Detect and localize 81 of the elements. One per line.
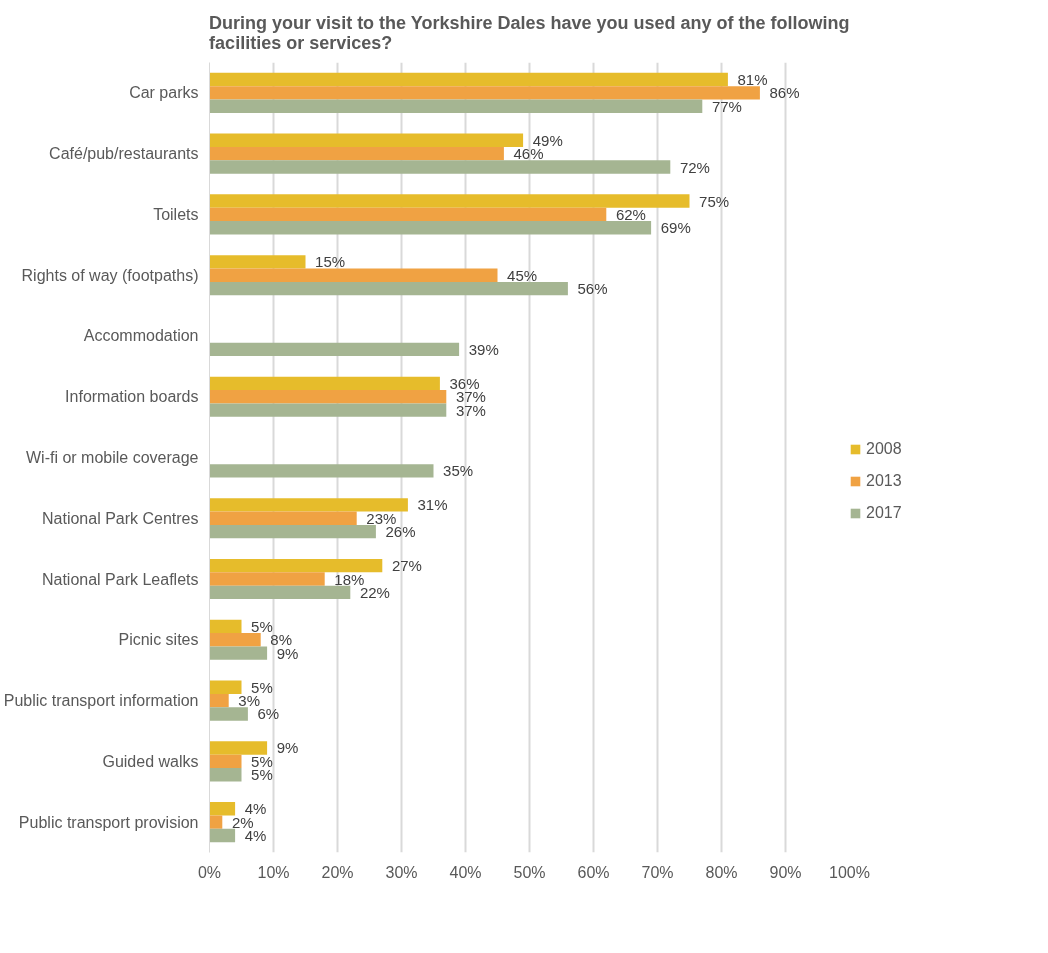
x-tick-label: 90% [769, 863, 802, 881]
bar [209, 707, 248, 721]
x-tick-label: 30% [385, 863, 418, 881]
y-tick-label: Wi-fi or mobile coverage [26, 449, 199, 466]
data-label: 9% [276, 739, 299, 757]
chart-title: During your visit to the Yorkshire Dales have you used any of the following facilities or services? [209, 12, 850, 53]
bar [209, 376, 440, 391]
data-label: 69% [660, 219, 691, 237]
bar [209, 524, 376, 539]
bar [209, 498, 408, 512]
bar [209, 572, 325, 586]
y-tick-label: Car parks [129, 84, 199, 102]
data-label: 31% [417, 496, 448, 514]
bar [209, 99, 703, 113]
bar [209, 255, 306, 269]
y-tick-label: National Park Leaflets [41, 570, 199, 588]
data-label: 18% [334, 570, 365, 588]
data-label: 5% [251, 617, 273, 635]
bar [209, 633, 261, 647]
bar [209, 768, 242, 782]
y-tick-label: Toilets [153, 205, 199, 223]
bar [209, 390, 447, 404]
data-label: 15% [315, 253, 346, 271]
legend-label: 2008 [866, 440, 902, 458]
bar [209, 403, 447, 417]
y-tick-label: Public transport provision [18, 813, 199, 831]
bar [209, 207, 607, 222]
x-tick-label: 10% [257, 863, 290, 881]
data-label: 81% [737, 71, 768, 89]
bar [209, 741, 268, 755]
bar [209, 281, 568, 296]
y-tick-label: National Park Centres [41, 509, 199, 527]
legend-label: 2013 [866, 472, 902, 490]
y-tick-label: Rights of way (footpaths) [21, 266, 199, 284]
data-label: 27% [391, 557, 422, 575]
y-tick-label: Public transport information [3, 692, 199, 710]
bar [209, 221, 652, 235]
x-tick-label: 70% [641, 863, 674, 881]
bar [209, 693, 229, 708]
y-tick-label: Guided walks [102, 752, 199, 770]
bar [209, 646, 268, 660]
bar [209, 194, 690, 208]
x-tick-label: 40% [449, 863, 482, 881]
data-label: 56% [577, 280, 608, 298]
data-label: 35% [443, 462, 474, 480]
bar [209, 146, 504, 161]
data-label: 62% [615, 205, 646, 223]
data-label: 39% [468, 340, 499, 358]
x-tick-label: 80% [705, 863, 738, 881]
bar [209, 342, 460, 357]
bar [209, 585, 351, 600]
x-tick-label: 100% [829, 863, 870, 881]
bar [209, 86, 760, 100]
bar [209, 72, 728, 87]
bar [209, 802, 236, 816]
legend-label: 2017 [866, 504, 902, 522]
x-tick-label: 20% [321, 863, 354, 881]
bar [209, 268, 498, 282]
data-label: 86% [769, 84, 800, 102]
data-label: 45% [507, 266, 538, 284]
bar [209, 619, 242, 634]
y-tick-label: Café/pub/restaurants [49, 145, 199, 163]
bar [209, 464, 434, 478]
data-label: 72% [679, 158, 710, 176]
bar [209, 160, 671, 174]
x-tick-label: 60% [577, 863, 610, 881]
x-tick-label: 50% [513, 863, 546, 881]
data-label: 6% [257, 705, 280, 723]
bar [209, 828, 236, 843]
y-tick-label: Picnic sites [118, 631, 199, 649]
bar [209, 680, 242, 694]
bar [209, 133, 524, 147]
bar [209, 754, 242, 769]
x-tick-label: 0% [197, 863, 222, 881]
bar [209, 511, 357, 525]
y-tick-label: Accommodation [83, 327, 199, 345]
bar [209, 558, 383, 573]
bar [209, 815, 223, 829]
y-tick-label: Information boards [65, 388, 199, 406]
data-label: 75% [699, 192, 730, 210]
data-label: 77% [711, 97, 742, 115]
